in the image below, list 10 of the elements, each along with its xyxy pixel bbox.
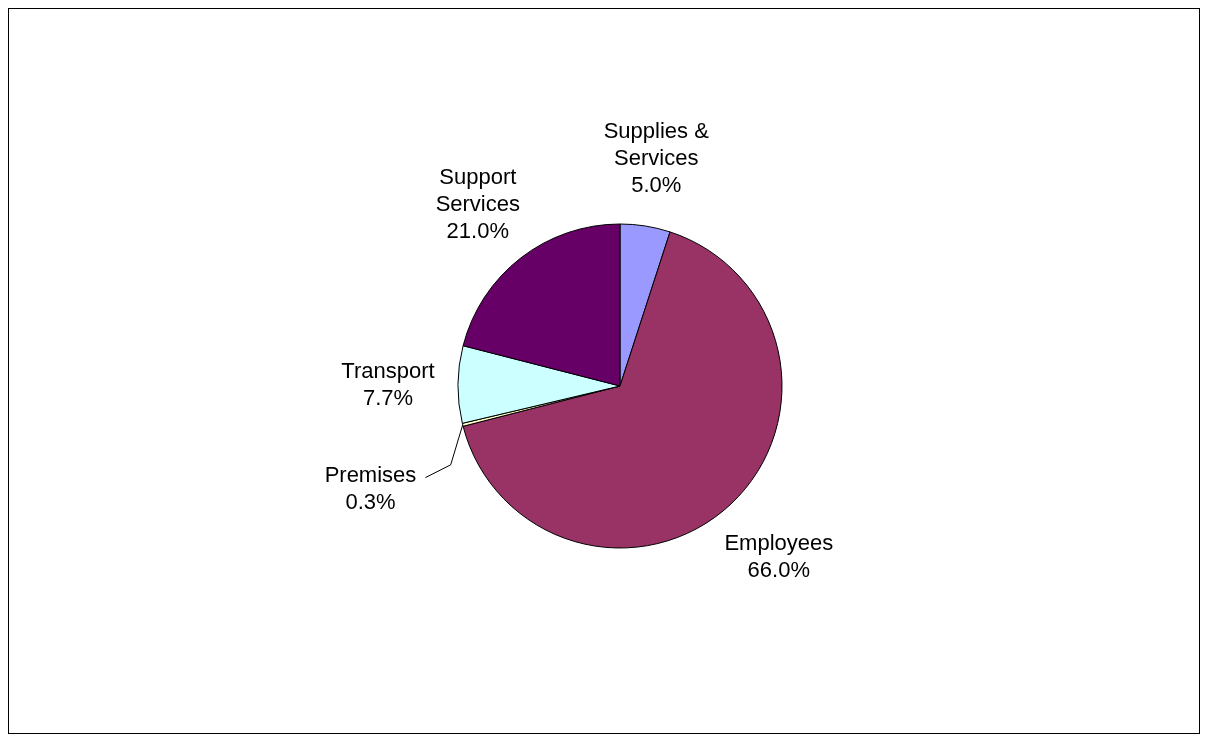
data-label: 66.0% xyxy=(747,556,811,582)
slice-label: Transport xyxy=(341,357,435,383)
slice-label: Premises xyxy=(324,461,417,487)
data-label: 7.7% xyxy=(362,384,414,410)
data-label: 21.0% xyxy=(446,217,509,243)
slice-label: Support Services xyxy=(435,163,520,216)
data-label: 5.0% xyxy=(631,171,682,197)
slice-label: Supplies & Services xyxy=(603,117,710,170)
slice-label: Employees xyxy=(724,529,834,555)
data-label: 0.3% xyxy=(345,488,396,514)
